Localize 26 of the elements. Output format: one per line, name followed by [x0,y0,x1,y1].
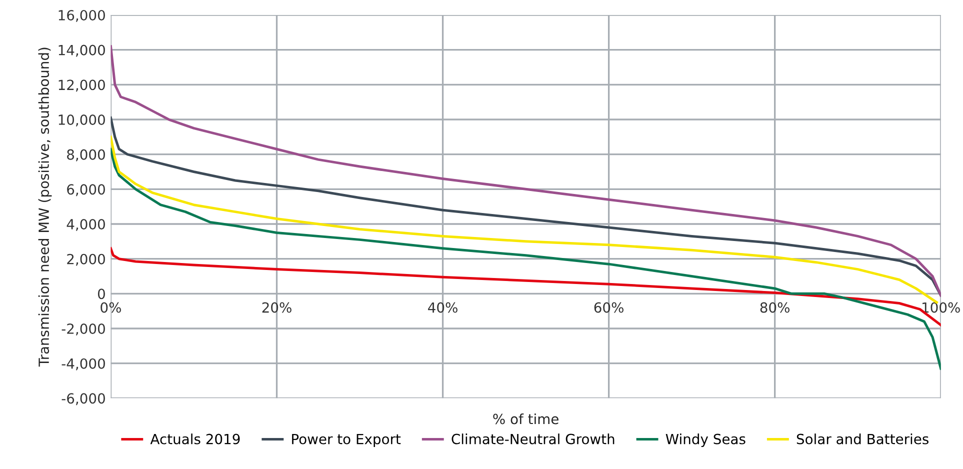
y-axis-title: Transmission need MW (positive, southbound) [38,48,52,367]
y-tick-label: 16,000 [58,10,105,22]
legend-label: Power to Export [292,434,401,447]
y-tick-label: 6,000 [67,184,105,196]
y-tick-label: -4,000 [62,358,105,370]
y-tick-label: -6,000 [62,393,105,406]
legend-label: Solar and Batteries [796,434,928,444]
x-axis-title: % of time [493,414,558,424]
x-tick-label: 20% [262,302,292,313]
x-tick-label: 80% [760,302,790,313]
x-tick-label: 100% [922,302,960,313]
legend-label: Windy Seas [666,434,746,447]
y-tick-label: 2,000 [67,254,105,266]
x-tick-label: 60% [594,302,624,313]
y-tick-label: 4,000 [66,218,105,231]
y-tick-label: 14,000 [58,44,105,57]
y-tick-label: 10,000 [58,114,105,126]
legend-label: Climate-Neutral Growth [452,434,614,444]
y-tick-label: 0 [98,288,105,300]
legend-label: Actuals 2019 [150,434,240,444]
x-tick-label: 0% [100,302,121,313]
line-series [110,45,941,297]
y-tick-label: 8,000 [67,149,105,162]
y-tick-label: 12,000 [58,80,105,92]
y-tick-label: -2,000 [62,323,105,336]
x-tick-label: 40% [428,302,458,313]
